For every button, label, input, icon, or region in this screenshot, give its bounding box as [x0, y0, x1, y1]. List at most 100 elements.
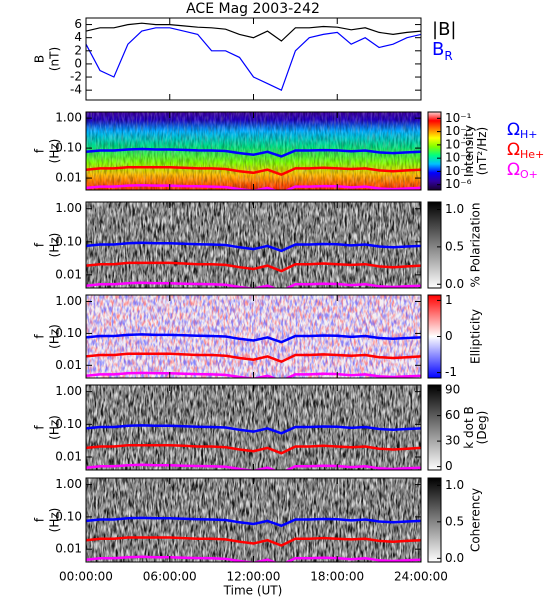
colorbar-tick-label: 1.0	[445, 202, 464, 216]
y-tick-label: 0.10	[55, 326, 82, 340]
y-axis-label: f	[33, 242, 47, 247]
gyrofrequency-line	[86, 333, 421, 344]
y-tick-label: 0.10	[55, 509, 82, 523]
colorbar-tick-label: 0	[445, 329, 453, 343]
legend-subscript: O+	[520, 168, 538, 181]
colorbar-label: (Deg)	[475, 411, 489, 445]
panel	[86, 385, 421, 470]
y-axis-label: (Hz)	[48, 415, 62, 440]
panel	[86, 202, 421, 288]
colorbar	[427, 111, 442, 191]
colorbar-tick-label: 10⁻⁵	[445, 164, 472, 178]
colorbar-tick-label: 0.0	[445, 277, 464, 291]
data-line	[86, 27, 421, 92]
y-axis-label: f	[33, 517, 47, 522]
y-tick-label: 1.00	[55, 294, 82, 308]
legend-label: ΩH+	[507, 120, 538, 141]
y-tick-label: 0.10	[55, 234, 82, 248]
y-tick-label: 0.01	[55, 171, 82, 185]
y-axis-label: (Hz)	[48, 508, 62, 533]
panel	[86, 112, 421, 190]
colorbar-tick-label: 90	[445, 383, 460, 397]
y-tick-label: 1.00	[55, 477, 82, 491]
colorbar-tick-label: 10⁻¹	[445, 111, 472, 125]
y-axis-label: (Hz)	[48, 233, 62, 258]
chart-title: ACE Mag 2003-242	[186, 1, 320, 17]
colorbar-label: k dot B	[462, 406, 476, 448]
x-tick-label: 12:00:00	[227, 570, 281, 584]
gyrofrequency-line	[86, 352, 421, 364]
colorbar-tick-label: 0.5	[445, 514, 464, 528]
y-axis-label: (nT)	[48, 47, 62, 71]
gyrofrequency-line	[86, 555, 421, 562]
colorbar-tick-label: 60	[445, 408, 460, 422]
y-tick-label: 1.00	[55, 384, 82, 398]
y-tick-label: 0.01	[55, 450, 82, 464]
gyrofrequency-line	[86, 165, 421, 177]
x-tick-label: 00:00:00	[59, 570, 113, 584]
legend-label: ΩHe+	[507, 140, 544, 161]
gyrofrequency-line	[86, 183, 421, 190]
y-tick-label: 6	[74, 17, 82, 31]
colorbar-tick-label: 0	[445, 459, 453, 473]
gyrofrequency-line	[86, 281, 421, 288]
colorbar-tick-label: -1	[445, 365, 457, 379]
panel	[86, 478, 421, 562]
legend-text: |B|	[432, 19, 456, 40]
gyrofrequency-line	[86, 147, 421, 158]
y-tick-label: 0	[74, 56, 82, 70]
y-axis-label: f	[33, 148, 47, 153]
colorbar-tick-label: 10⁻⁶	[445, 177, 472, 191]
x-tick-label: 06:00:00	[143, 570, 197, 584]
colorbar	[427, 201, 442, 289]
legend-label: |B|	[432, 19, 456, 40]
colorbar-tick-label: 1.0	[445, 478, 464, 492]
colorbar-tick-label: 10⁻²	[445, 124, 472, 138]
y-tick-label: 0.01	[55, 358, 82, 372]
legend-subscript: He+	[520, 148, 544, 161]
gyrofrequency-line	[86, 536, 421, 547]
colorbar-label: Intensity	[462, 125, 476, 177]
legend-text: Ω	[507, 120, 520, 140]
y-axis-label: (Hz)	[48, 324, 62, 349]
x-tick-label: 24:00:00	[394, 570, 448, 584]
legend-subscript: R	[444, 49, 452, 63]
y-tick-label: -4	[70, 83, 82, 97]
y-axis-label: f	[33, 334, 47, 339]
y-tick-label: 2	[74, 43, 82, 57]
y-tick-label: 0.01	[55, 542, 82, 556]
colorbar-tick-label: 10⁻³	[445, 137, 472, 151]
gyrofrequency-line	[86, 261, 421, 273]
y-tick-label: -2	[70, 70, 82, 84]
colorbar-tick-label: 0.5	[445, 239, 464, 253]
x-tick-label: 18:00:00	[310, 570, 364, 584]
gyrofrequency-line	[86, 241, 421, 253]
legend-text: Ω	[507, 140, 520, 160]
colorbar-tick-label: 1	[445, 293, 453, 307]
colorbar-label: Ellipticity	[469, 309, 483, 364]
gyrofrequency-line	[86, 463, 421, 470]
colorbar-tick-label: 0.0	[445, 551, 464, 565]
panel	[86, 22, 421, 92]
y-axis-label: f	[33, 425, 47, 430]
gyrofrequency-line	[86, 371, 421, 378]
colorbar-tick-label: 10⁻⁴	[445, 151, 472, 165]
y-axis-label: B	[33, 55, 47, 63]
legend-text: B	[432, 39, 444, 60]
legend-label: BR	[432, 39, 453, 63]
x-axis-label: Time (UT)	[223, 584, 283, 598]
gyrofrequency-line	[86, 443, 421, 455]
legend-subscript: H+	[520, 128, 538, 141]
y-tick-label: 4	[74, 30, 82, 44]
panel-frame	[85, 17, 422, 101]
y-axis-label: (Hz)	[48, 139, 62, 164]
colorbar	[427, 477, 442, 563]
y-tick-label: 1.00	[55, 111, 82, 125]
y-tick-label: 0.01	[55, 267, 82, 281]
legend-label: ΩO+	[507, 160, 538, 181]
colorbar-tick-label: 30	[445, 434, 460, 448]
panel	[86, 295, 421, 378]
legend-text: Ω	[507, 160, 520, 180]
colorbar-label: Coherency	[469, 488, 483, 552]
gyrofrequency-line	[86, 516, 421, 528]
